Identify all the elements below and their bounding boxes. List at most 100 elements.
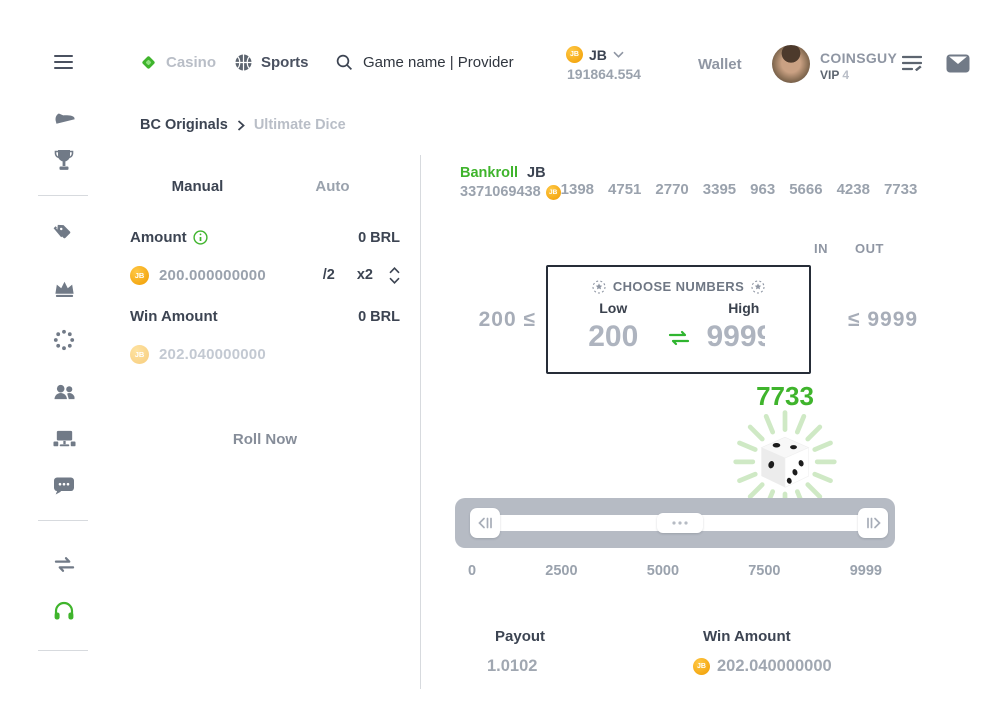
balance-amount: 191864.554 bbox=[567, 66, 641, 82]
payout-label: Payout bbox=[495, 628, 546, 645]
win-amount-label: Win Amount bbox=[703, 628, 791, 645]
bet-panel: Manual Auto Amount 0 BRL JB 200.00000000… bbox=[130, 172, 400, 459]
slider-drag-handle[interactable] bbox=[657, 513, 703, 533]
breadcrumb-current: Ultimate Dice bbox=[253, 117, 346, 133]
slider-scale: 0 2500 5000 7500 9999 bbox=[455, 563, 895, 579]
amount-value: 200.000000000 bbox=[159, 266, 266, 284]
win-amount-value: 202.040000000 bbox=[159, 345, 266, 363]
history-item[interactable]: 2770 bbox=[655, 181, 689, 198]
low-label: Low bbox=[599, 300, 628, 316]
balance-widget[interactable]: JB JB 191864.554 bbox=[566, 46, 641, 82]
sports-label: Sports bbox=[261, 54, 309, 71]
username: COINSGUY bbox=[820, 50, 898, 66]
search-text: Game name | Provider bbox=[363, 53, 514, 71]
amount-input[interactable]: JB 200.000000000 /2 x2 bbox=[130, 258, 400, 292]
range-left-bound: 200 ≤ bbox=[478, 307, 536, 331]
out-tab[interactable]: OUT bbox=[855, 241, 884, 256]
vip-level: 4 bbox=[842, 68, 850, 82]
choose-numbers-box: CHOOSE NUMBERS Low 200 High 9999 bbox=[546, 265, 811, 374]
slider-high-handle[interactable] bbox=[858, 508, 888, 538]
sidebar-divider bbox=[38, 520, 88, 521]
high-value-input[interactable]: 9999 bbox=[706, 320, 765, 353]
history-item[interactable]: 5666 bbox=[789, 181, 823, 198]
dice-icon bbox=[725, 405, 845, 513]
jb-coin-icon: JB bbox=[545, 184, 561, 200]
tab-auto[interactable]: Auto bbox=[315, 178, 350, 195]
circle-dots-icon[interactable] bbox=[52, 328, 76, 352]
range-slider[interactable] bbox=[455, 498, 895, 548]
user-avatar[interactable] bbox=[772, 45, 810, 83]
game-search-input[interactable]: Game name | Provider bbox=[335, 53, 514, 71]
bet-stats: Payout Win Amount 1.0102 JB 202.04000000… bbox=[440, 628, 940, 677]
history-item[interactable]: 4751 bbox=[608, 181, 642, 198]
in-tab[interactable]: IN bbox=[814, 241, 829, 256]
balance-currency: JB bbox=[589, 46, 607, 63]
roll-history: 1398 4751 2770 3395 963 5666 4238 7733 bbox=[561, 181, 918, 198]
history-item[interactable]: 7733 bbox=[883, 181, 918, 198]
bet-list-icon[interactable] bbox=[902, 55, 922, 71]
history-item[interactable]: 4238 bbox=[836, 181, 870, 198]
jb-coin-icon: JB bbox=[130, 344, 149, 364]
breadcrumb-bc-originals[interactable]: BC Originals bbox=[140, 117, 228, 133]
tab-manual[interactable]: Manual bbox=[171, 178, 224, 195]
double-bet-button[interactable]: x2 bbox=[356, 267, 373, 283]
menu-button[interactable] bbox=[54, 55, 73, 69]
crown-icon[interactable] bbox=[52, 276, 76, 300]
sidebar-divider bbox=[38, 195, 88, 196]
win-amount-label: Win Amount bbox=[130, 308, 218, 325]
jb-coin-icon: JB bbox=[130, 265, 149, 285]
chat-icon[interactable] bbox=[52, 474, 76, 498]
bet-mode-tabs: Manual Auto bbox=[130, 172, 400, 201]
amount-fiat: 0 BRL bbox=[358, 229, 400, 246]
history-item[interactable]: 1398 bbox=[560, 181, 595, 198]
bankroll-widget: Bankroll JB 3371069438 JB bbox=[460, 165, 561, 200]
info-icon[interactable] bbox=[193, 230, 208, 245]
wallet-button[interactable]: Wallet bbox=[698, 56, 742, 73]
slider-low-handle[interactable] bbox=[470, 508, 500, 538]
panel-divider bbox=[420, 155, 421, 689]
trophy-icon[interactable] bbox=[52, 148, 76, 172]
star-burst-icon bbox=[592, 279, 606, 294]
support-headset-icon[interactable] bbox=[52, 599, 76, 623]
history-item[interactable]: 963 bbox=[750, 181, 776, 198]
in-out-toggle: IN OUT bbox=[814, 241, 884, 256]
casino-gem-icon bbox=[139, 53, 158, 72]
swap-hands-icon[interactable] bbox=[52, 552, 76, 576]
choose-numbers-title: CHOOSE NUMBERS bbox=[612, 279, 745, 294]
bankroll-currency: JB bbox=[527, 165, 546, 181]
friends-icon[interactable] bbox=[52, 380, 76, 404]
jb-coin-icon: JB bbox=[566, 46, 583, 63]
vip-label: VIP bbox=[820, 68, 840, 82]
bankroll-label: Bankroll bbox=[460, 165, 519, 181]
basketball-icon bbox=[234, 53, 253, 72]
jb-coin-icon: JB bbox=[693, 658, 710, 675]
breadcrumb: BC Originals Ultimate Dice bbox=[140, 117, 346, 133]
mail-icon[interactable] bbox=[946, 54, 970, 73]
swap-values-icon[interactable] bbox=[668, 330, 690, 346]
chevron-down-icon bbox=[389, 277, 400, 284]
payout-value: 1.0102 bbox=[487, 657, 538, 675]
range-right-bound: ≤ 9999 bbox=[848, 307, 919, 331]
history-item[interactable]: 3395 bbox=[702, 181, 737, 198]
sidebar-divider bbox=[38, 650, 88, 651]
amount-stepper[interactable] bbox=[389, 266, 400, 284]
user-info[interactable]: COINSGUY VIP 4 bbox=[820, 50, 897, 82]
half-bet-button[interactable]: /2 bbox=[322, 267, 335, 283]
casino-label: Casino bbox=[166, 54, 217, 71]
nav-casino[interactable]: Casino bbox=[139, 53, 216, 72]
tags-icon[interactable] bbox=[52, 220, 76, 244]
win-amount-input[interactable]: JB 202.040000000 bbox=[130, 337, 400, 371]
breadcrumb-chevron-icon bbox=[237, 119, 245, 131]
sneaker-icon[interactable] bbox=[52, 102, 76, 126]
low-value-input[interactable]: 200 bbox=[588, 320, 639, 353]
high-label: High bbox=[728, 300, 760, 316]
multi-device-icon[interactable] bbox=[52, 427, 76, 451]
roll-result: 7733 bbox=[756, 381, 814, 411]
win-amount-value: 202.040000000 bbox=[717, 657, 832, 675]
tick-label: 7500 bbox=[748, 563, 781, 579]
roll-now-button[interactable]: Roll Now bbox=[130, 419, 400, 459]
tick-label: 9999 bbox=[849, 563, 882, 579]
nav-sports[interactable]: Sports bbox=[234, 53, 309, 72]
bankroll-value: 3371069438 bbox=[460, 184, 541, 200]
game-panel: Bankroll JB 3371069438 JB 1398 4751 2770… bbox=[440, 165, 940, 685]
